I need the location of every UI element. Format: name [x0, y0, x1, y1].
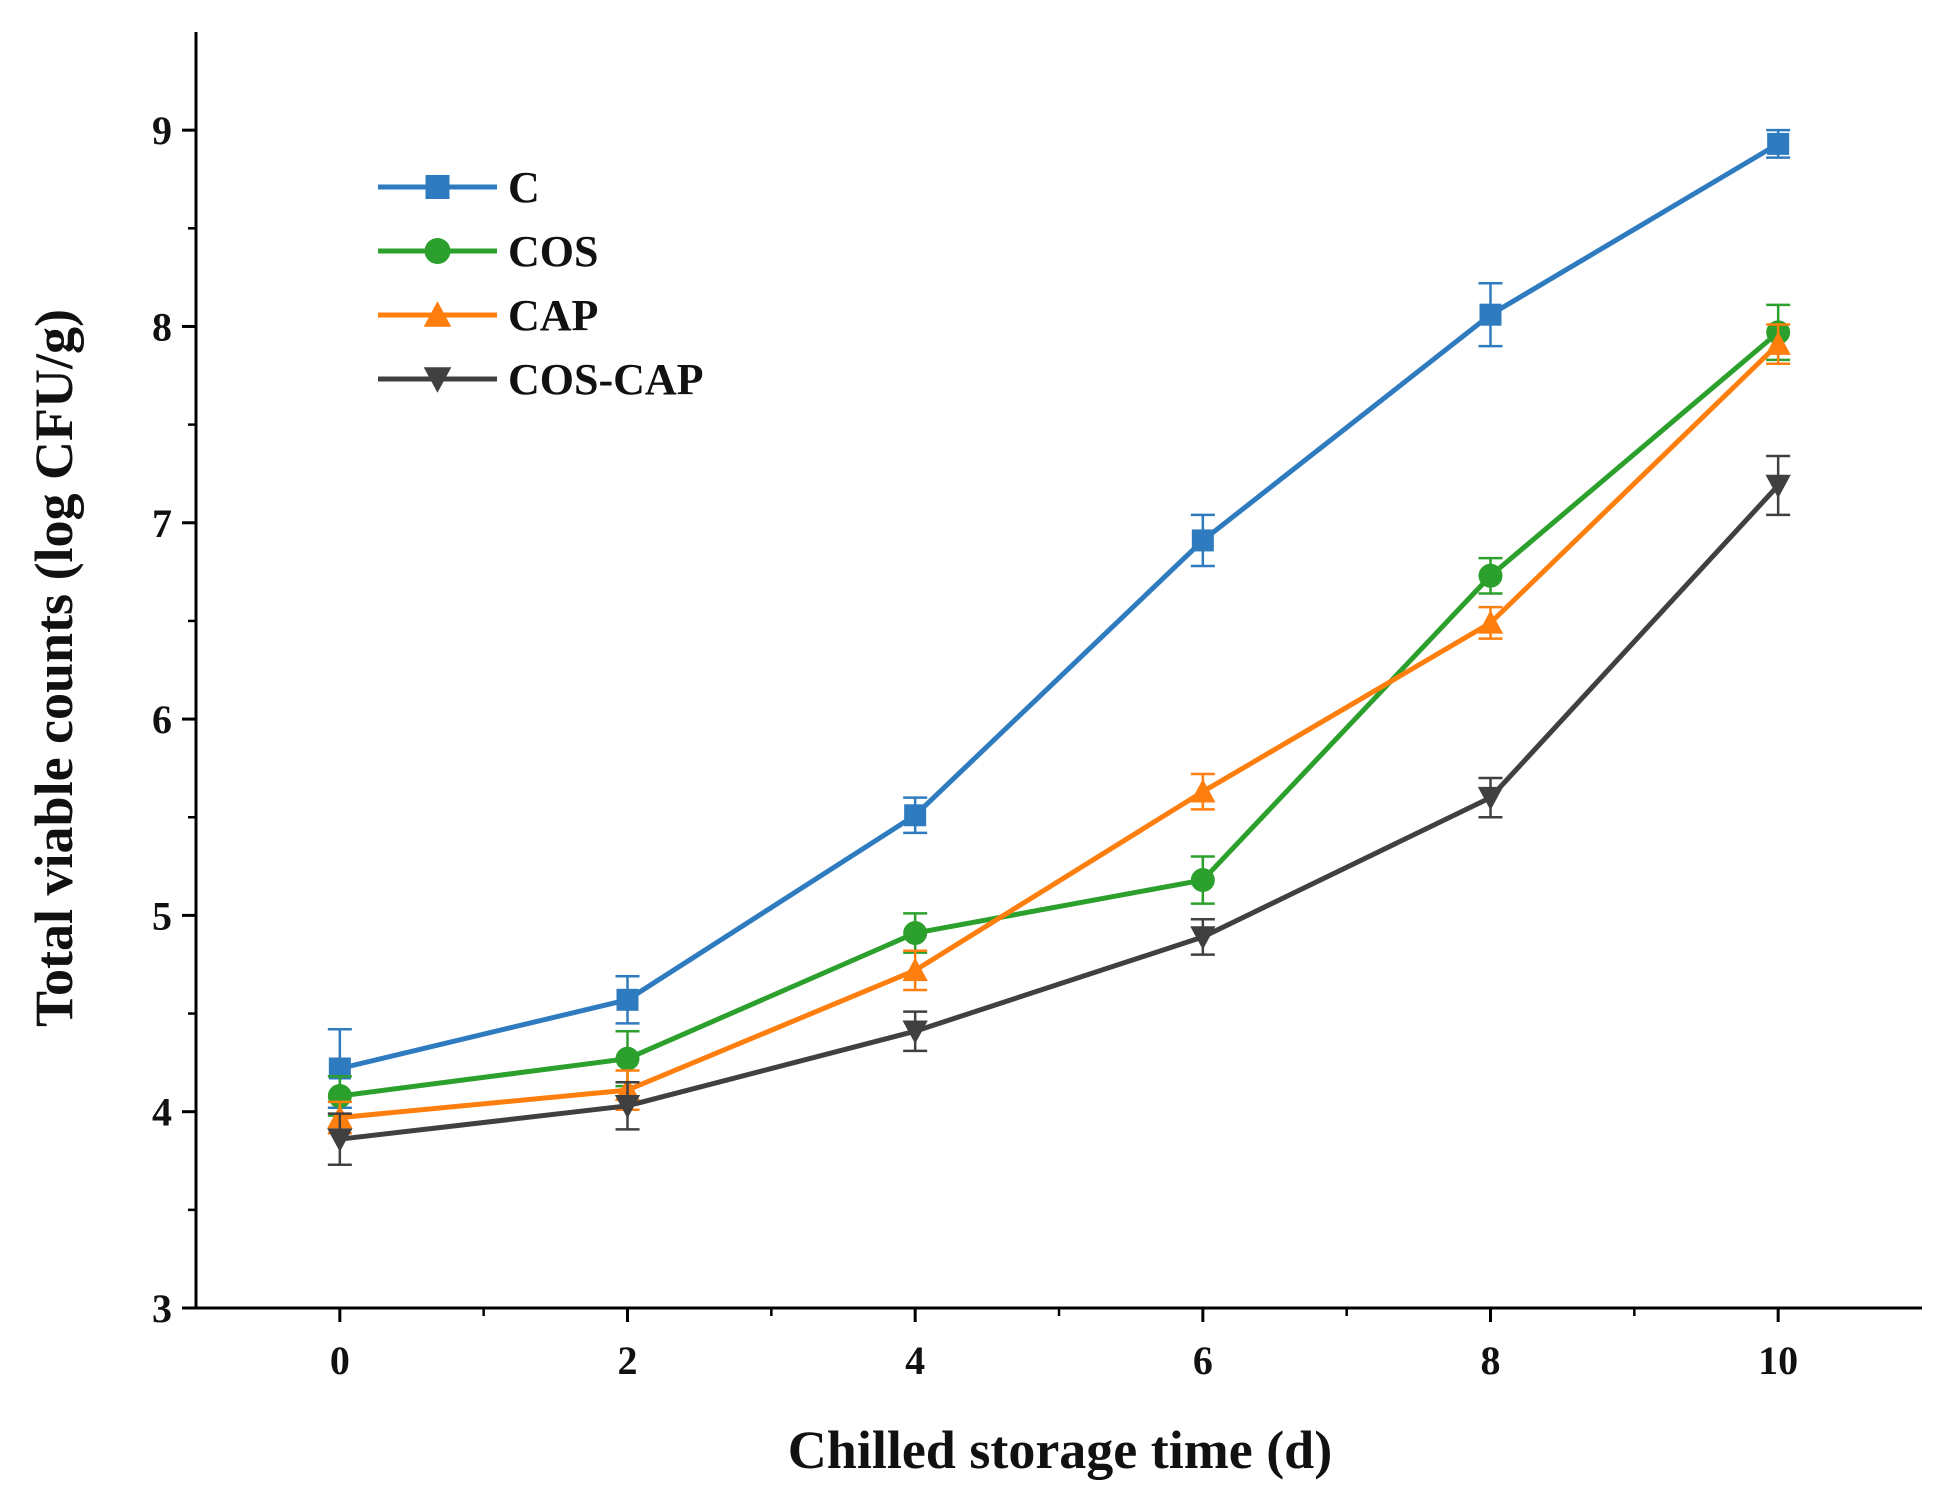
series-c — [327, 128, 1791, 1110]
series-line — [339, 141, 1780, 1071]
legend: C COS CAP COS-CAP — [378, 163, 704, 404]
marker-triangle-up — [902, 957, 928, 982]
marker-circle — [424, 238, 451, 264]
x-tick-label: 4 — [905, 1338, 925, 1383]
marker-square — [1767, 132, 1790, 155]
marker-triangle-down — [423, 367, 452, 393]
marker-triangle-down — [1765, 474, 1791, 499]
y-tick-label: 4 — [152, 1090, 172, 1135]
marker-circle — [615, 1046, 640, 1071]
marker-triangle-up — [423, 301, 452, 327]
marker-triangle-up — [1765, 331, 1791, 355]
marker-triangle-down — [614, 1095, 641, 1119]
x-axis-title: Chilled storage time (d) — [788, 1420, 1332, 1480]
series-cap — [327, 323, 1791, 1135]
legend-label: COS — [508, 227, 598, 276]
legend-item-cos: COS — [378, 227, 598, 276]
legend-item-cap: CAP — [378, 291, 598, 340]
y-tick-label: 7 — [152, 501, 172, 546]
marker-triangle-down — [327, 1128, 353, 1152]
marker-square — [328, 1057, 351, 1080]
marker-square — [1191, 529, 1214, 552]
legend-label: CAP — [508, 291, 598, 340]
axes: 0 2 4 6 8 10 3 4 5 6 7 8 9 — [152, 32, 1922, 1383]
x-tick-label: 6 — [1193, 1338, 1213, 1383]
series-cos-cap — [327, 454, 1791, 1166]
series-layer — [327, 128, 1791, 1166]
marker-triangle-down — [1477, 786, 1504, 811]
legend-item-c: C — [378, 163, 540, 212]
y-tick-label: 9 — [152, 108, 172, 153]
marker-square — [616, 988, 639, 1011]
legend-label: COS-CAP — [508, 355, 704, 404]
x-tick-label: 8 — [1481, 1338, 1501, 1383]
marker-triangle-up — [1477, 610, 1504, 634]
y-tick-label: 8 — [152, 304, 172, 349]
marker-triangle-down — [902, 1020, 928, 1044]
y-tick-label: 5 — [152, 893, 172, 938]
series-line — [339, 342, 1780, 1121]
series-cos — [327, 303, 1791, 1117]
marker-circle — [903, 921, 928, 946]
marker-square — [904, 804, 927, 827]
marker-square — [1479, 303, 1502, 326]
marker-triangle-down — [1190, 926, 1216, 950]
x-tick-label: 0 — [330, 1338, 350, 1383]
y-tick-label: 6 — [152, 697, 172, 742]
y-tick-label: 3 — [152, 1286, 172, 1331]
marker-triangle-up — [1190, 779, 1216, 803]
series-line — [339, 330, 1780, 1099]
series-line — [339, 483, 1781, 1142]
legend-item-cos-cap: COS-CAP — [378, 355, 704, 404]
marker-square — [425, 175, 450, 199]
marker-circle — [1190, 868, 1215, 893]
x-tick-label: 2 — [618, 1338, 638, 1383]
legend-label: C — [508, 163, 540, 212]
marker-circle — [1478, 563, 1503, 588]
x-tick-label: 10 — [1758, 1338, 1798, 1383]
y-axis-title: Total viable counts (log CFU/g) — [24, 309, 84, 1027]
